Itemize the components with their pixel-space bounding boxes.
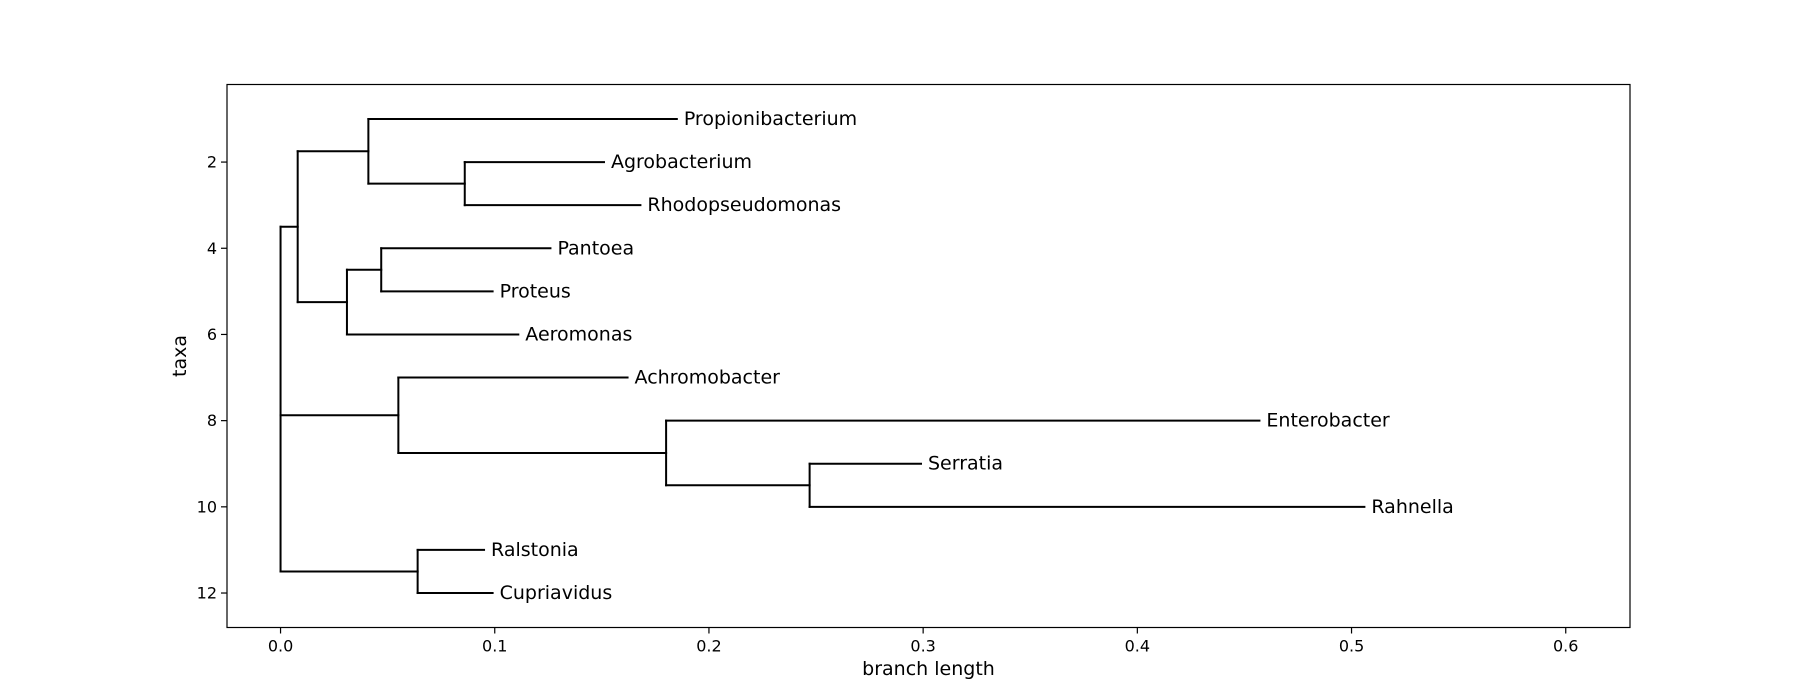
- leaf-label-rahnella: Rahnella: [1371, 496, 1453, 518]
- y-axis-ticks: 2 4 6 8 10 12: [197, 153, 227, 603]
- x-tick-label: 0.2: [696, 637, 721, 656]
- leaf-label-group: Propionibacterium Agrobacterium Rhodopseud…: [491, 108, 1454, 604]
- y-tick-label: 8: [207, 411, 217, 430]
- x-tick-label: 0.0: [268, 637, 293, 656]
- y-tick-label: 2: [207, 153, 217, 172]
- y-tick-label: 4: [207, 239, 217, 258]
- x-axis-label: branch length: [862, 658, 995, 680]
- branch-group: [279, 117, 1366, 595]
- leaf-label-serratia: Serratia: [928, 453, 1003, 475]
- leaf-label-pantoea: Pantoea: [557, 237, 634, 259]
- plot-frame: [226, 83, 1631, 629]
- leaf-label-agrobacterium: Agrobacterium: [611, 151, 752, 173]
- x-tick-label: 0.1: [482, 637, 507, 656]
- leaf-label-propionibacterium: Propionibacterium: [684, 108, 857, 130]
- y-axis-label: taxa: [169, 335, 191, 377]
- leaf-label-cupriavidus: Cupriavidus: [500, 582, 613, 604]
- clade-connector-group: [279, 117, 811, 595]
- x-tick-label: 0.3: [910, 637, 935, 656]
- leaf-label-rhodopseudomonas: Rhodopseudomonas: [647, 194, 841, 216]
- leaf-label-aeromonas: Aeromonas: [525, 323, 632, 345]
- y-tick-label: 6: [207, 325, 217, 344]
- x-axis-ticks: 0.0 0.1 0.2 0.3 0.4 0.5 0.6: [268, 627, 1578, 656]
- leaf-label-enterobacter: Enterobacter: [1266, 410, 1389, 432]
- x-tick-label: 0.5: [1339, 637, 1364, 656]
- x-tick-label: 0.6: [1553, 637, 1578, 656]
- y-tick-label: 10: [197, 497, 217, 516]
- leaf-label-ralstonia: Ralstonia: [491, 539, 579, 561]
- leaf-label-proteus: Proteus: [500, 280, 571, 302]
- leaf-label-achromobacter: Achromobacter: [635, 367, 781, 389]
- x-tick-label: 0.4: [1125, 637, 1150, 656]
- y-tick-label: 12: [197, 584, 217, 603]
